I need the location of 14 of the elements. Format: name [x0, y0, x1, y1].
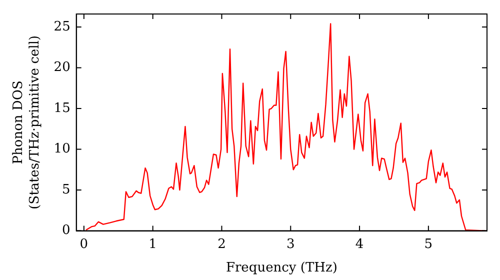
x-tick-label: 0 — [80, 236, 88, 252]
x-tick-label: 1 — [148, 236, 157, 252]
x-tick-label: 5 — [424, 236, 433, 252]
y-tick-label: 15 — [54, 100, 70, 116]
y-axis-title: Phonon DOS (States/THz·primitive cell) — [10, 35, 43, 210]
y-tick-label: 20 — [54, 60, 70, 76]
y-tick-label: 10 — [54, 142, 70, 157]
y-tick-label: 0 — [62, 223, 70, 238]
x-tick-label: 3 — [286, 236, 295, 252]
y-tick-label: 25 — [54, 19, 70, 34]
y-tick-label: 5 — [62, 182, 70, 198]
x-axis-title: Frequency (THz) — [226, 260, 338, 276]
x-tick-label: 2 — [218, 236, 226, 252]
x-tick-label: 4 — [355, 236, 364, 252]
